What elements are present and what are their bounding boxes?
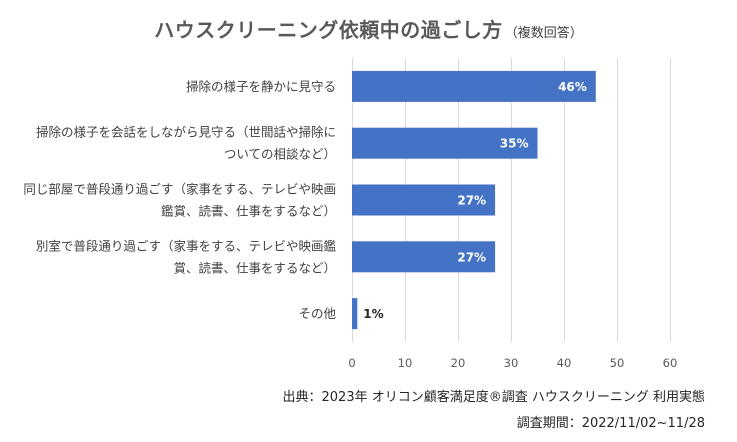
category-label: 同じ部屋で普段通り過ごす（家事をする、テレビや映画 bbox=[23, 182, 336, 197]
x-tick-label: 30 bbox=[504, 356, 519, 370]
category-label: 鑑賞、読書、仕事をするなど） bbox=[161, 204, 336, 219]
bar bbox=[352, 127, 538, 159]
category-label: 別室で普段通り過ごす（家事をする、テレビや映画鑑 bbox=[36, 238, 337, 253]
chart-title: ハウスクリーニング依頼中の過ごし方 （複数回答） bbox=[0, 14, 737, 43]
category-label: 掃除の様子を会話をしながら見守る（世間話や掃除に bbox=[36, 125, 336, 140]
bar bbox=[352, 70, 596, 102]
x-tick-label: 60 bbox=[663, 356, 678, 370]
x-tick-label: 50 bbox=[610, 356, 625, 370]
category-label: 賞、読書、仕事をするなど） bbox=[173, 260, 336, 275]
data-label: 27% bbox=[457, 250, 486, 264]
x-tick-label: 20 bbox=[451, 356, 466, 370]
source-note: 出典：2023年 オリコン顧客満足度®調査 ハウスクリーニング 利用実態 bbox=[282, 390, 705, 405]
data-label: 46% bbox=[558, 80, 587, 94]
x-tick-label: 0 bbox=[348, 356, 355, 370]
x-tick-label: 40 bbox=[557, 356, 572, 370]
category-label: その他 bbox=[298, 306, 336, 321]
x-tick-label: 10 bbox=[398, 356, 413, 370]
survey-period: 調査期間：2022/11/02~11/28 bbox=[516, 416, 705, 431]
chart-title-sub: （複数回答） bbox=[504, 26, 583, 41]
bar bbox=[352, 241, 496, 273]
data-label: 27% bbox=[457, 194, 486, 208]
category-label: ついての相談など） bbox=[224, 147, 336, 162]
bar bbox=[352, 298, 358, 330]
data-label: 1% bbox=[363, 307, 383, 321]
chart-title-main: ハウスクリーニング依頼中の過ごし方 bbox=[154, 18, 503, 42]
category-label: 掃除の様子を静かに見守る bbox=[186, 79, 336, 94]
bar bbox=[352, 184, 496, 216]
data-label: 35% bbox=[500, 137, 529, 151]
